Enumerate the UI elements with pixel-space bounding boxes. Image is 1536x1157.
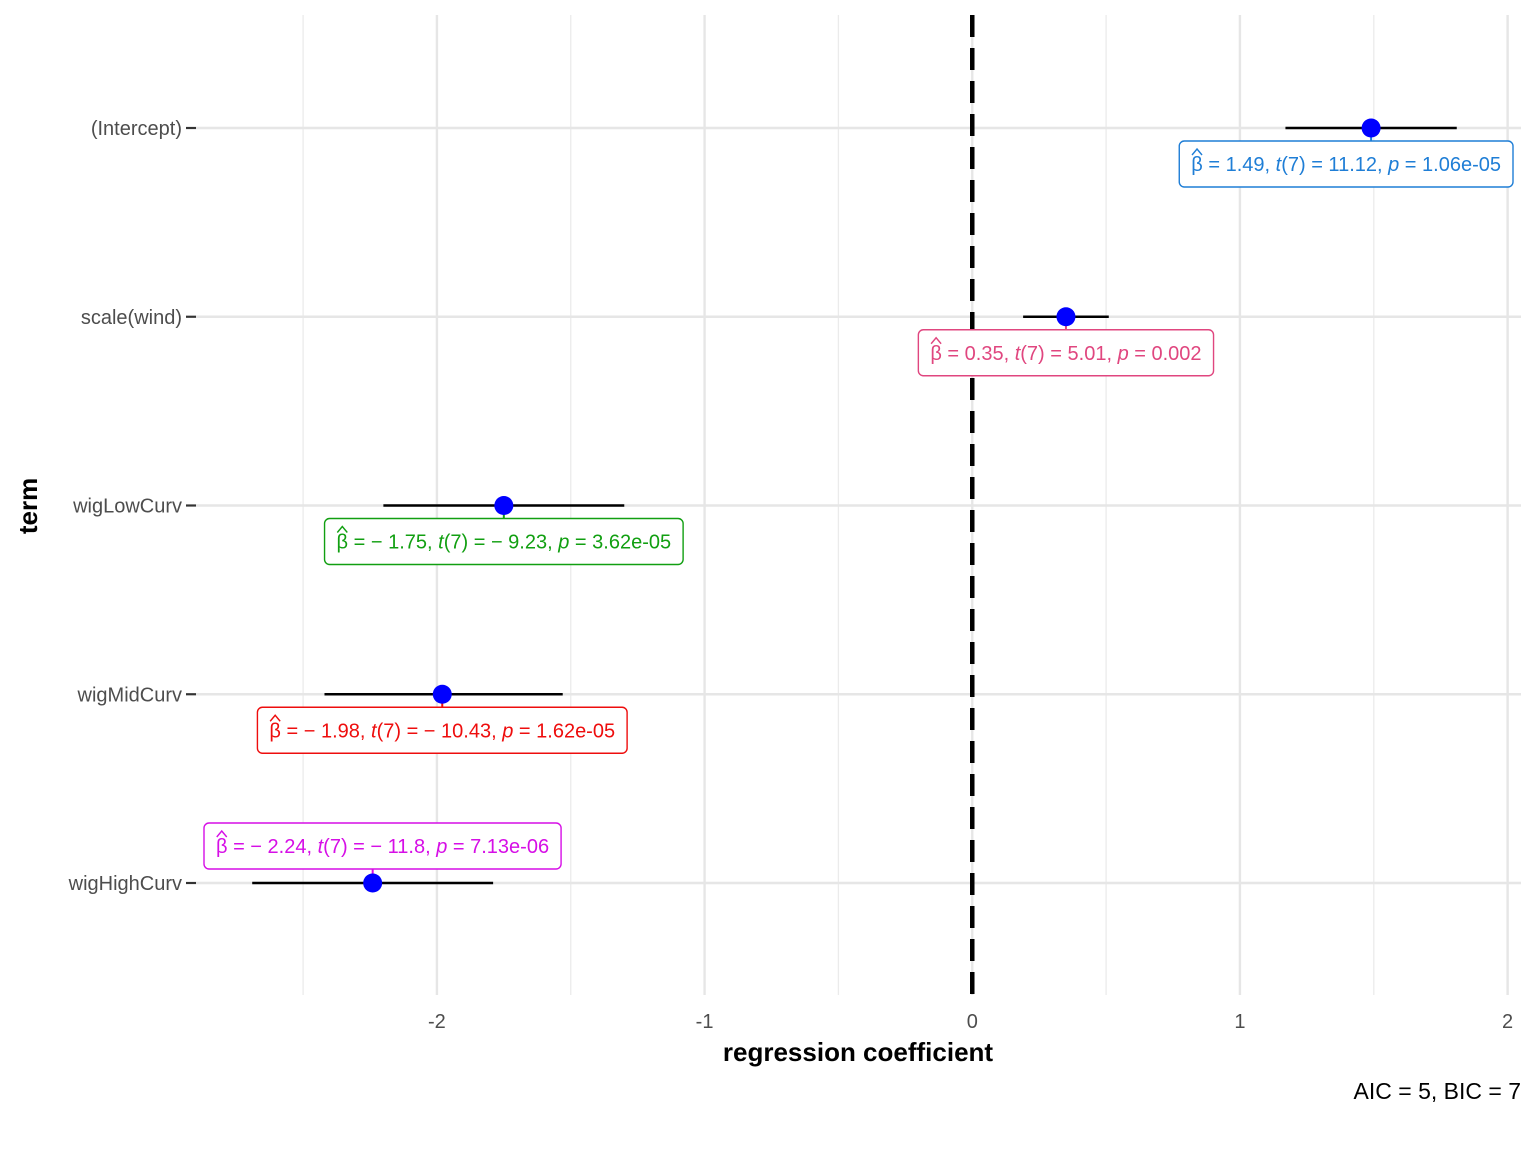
estimate-label-text: β = 1.49, t(7) = 11.12, p = 1.06e-05 (1191, 154, 1501, 176)
caption: AIC = 5, BIC = 7 (1354, 1078, 1521, 1104)
coefficient-point (1361, 118, 1381, 138)
x-tick-label: -2 (428, 1011, 446, 1033)
coefficient-point (494, 496, 514, 515)
estimate-label-p-symbol: p (557, 532, 569, 554)
estimate-label: β = − 1.98, t(7) = − 10.43, p = 1.62e-05 (256, 706, 628, 754)
estimate-label-t-value: = − 11.8, (348, 836, 437, 858)
estimate-label-box (323, 517, 684, 566)
y-axis-title: term (13, 478, 43, 534)
y-tick-label: wigMidCurv (77, 684, 182, 706)
y-tick-label: scale(wind) (81, 307, 182, 329)
estimate-label-df: (7) (444, 532, 468, 554)
estimate-label-text: β = − 2.24, t(7) = − 11.8, p = 7.13e-06 (216, 836, 549, 858)
estimate-label: β = 1.49, t(7) = 11.12, p = 1.06e-05 (1178, 140, 1514, 188)
estimate-label-t-symbol: t (438, 532, 445, 554)
point-layer (363, 118, 1381, 893)
x-tick-label: 0 (967, 1011, 978, 1033)
estimate-label-t-value: = − 10.43, (401, 720, 502, 742)
estimate-label-beta-value: = 0.35, (942, 343, 1015, 365)
estimate-label-beta-hat (1191, 147, 1203, 156)
coefficient-point (363, 873, 383, 893)
estimate-label-beta-symbol: β (269, 720, 281, 742)
estimate-label-p-symbol: p (1117, 343, 1129, 365)
coefficient-point (1056, 307, 1076, 327)
estimate-label-t-value: = − 9.23, (468, 532, 558, 554)
estimate-label: β = 0.35, t(7) = 5.01, p = 0.002 (917, 329, 1215, 377)
estimate-label-layer: β = 1.49, t(7) = 11.12, p = 1.06e-05β = … (203, 140, 1514, 870)
estimate-label-beta-value: = − 1.75, (348, 532, 438, 554)
estimate-label-p-value: = 1.62e-05 (513, 720, 615, 742)
estimate-label-box (256, 706, 628, 754)
estimate-label-t-symbol: t (371, 720, 378, 742)
estimate-label-t-symbol: t (318, 836, 325, 858)
estimate-label-df: (7) (323, 836, 347, 858)
estimate-label-p-value: = 0.002 (1129, 343, 1202, 365)
y-tick-label: wigHighCurv (68, 873, 182, 895)
estimate-label: β = − 2.24, t(7) = − 11.8, p = 7.13e-06 (203, 822, 562, 870)
estimate-label-text: β = − 1.75, t(7) = − 9.23, p = 3.62e-05 (337, 532, 672, 554)
estimate-label-beta-symbol: β (216, 836, 228, 858)
estimate-label: β = − 1.75, t(7) = − 9.23, p = 3.62e-05 (323, 517, 684, 566)
estimate-label-beta-symbol: β (1191, 154, 1203, 176)
estimate-label-t-symbol: t (1015, 343, 1022, 365)
estimate-label-beta-value: = − 2.24, (228, 836, 318, 858)
x-tick-label: 2 (1502, 1011, 1513, 1033)
estimate-label-p-symbol: p (435, 836, 447, 858)
estimate-label-df: (7) (1281, 154, 1305, 176)
estimate-label-p-value: = 7.13e-06 (447, 836, 549, 858)
estimate-label-beta-symbol: β (337, 532, 349, 554)
estimate-label-p-symbol: p (1387, 154, 1399, 176)
estimate-label-t-value: = 5.01, (1045, 343, 1118, 365)
estimate-label-text: β = 0.35, t(7) = 5.01, p = 0.002 (930, 343, 1201, 365)
estimate-label-df: (7) (377, 720, 401, 742)
estimate-label-beta-hat (930, 336, 942, 345)
y-tick-label: (Intercept) (91, 118, 182, 140)
estimate-label-beta-value: = 1.49, (1203, 154, 1276, 176)
estimate-label-box (1178, 140, 1514, 188)
estimate-label-t-value: = 11.12, (1306, 154, 1388, 176)
estimate-label-p-value: = 3.62e-05 (569, 532, 671, 554)
estimate-label-beta-hat (216, 829, 228, 838)
estimate-label-beta-hat (336, 525, 348, 533)
y-tick-label: wigLowCurv (72, 496, 182, 518)
x-tick-label: 1 (1234, 1011, 1245, 1033)
estimate-label-beta-value: = − 1.98, (281, 720, 371, 742)
estimate-label-t-symbol: t (1276, 154, 1283, 176)
estimate-label-beta-symbol: β (930, 343, 942, 365)
x-tick-label: -1 (696, 1011, 714, 1033)
estimate-label-p-value: = 1.06e-05 (1399, 154, 1501, 176)
estimate-label-p-symbol: p (501, 720, 513, 742)
estimate-label-beta-hat (269, 714, 281, 722)
coefficient-point (432, 684, 452, 704)
x-axis-title: regression coefficient (723, 1037, 994, 1067)
axis-layer: -2 -1 0 1 2 (Intercept) scale(wind) wigLowCurv w… (68, 118, 1514, 1033)
estimate-label-text: β = − 1.98, t(7) = − 10.43, p = 1.62e-05 (269, 720, 615, 742)
estimate-label-box (917, 329, 1215, 377)
estimate-label-box (203, 822, 562, 870)
estimate-label-df: (7) (1020, 343, 1044, 365)
